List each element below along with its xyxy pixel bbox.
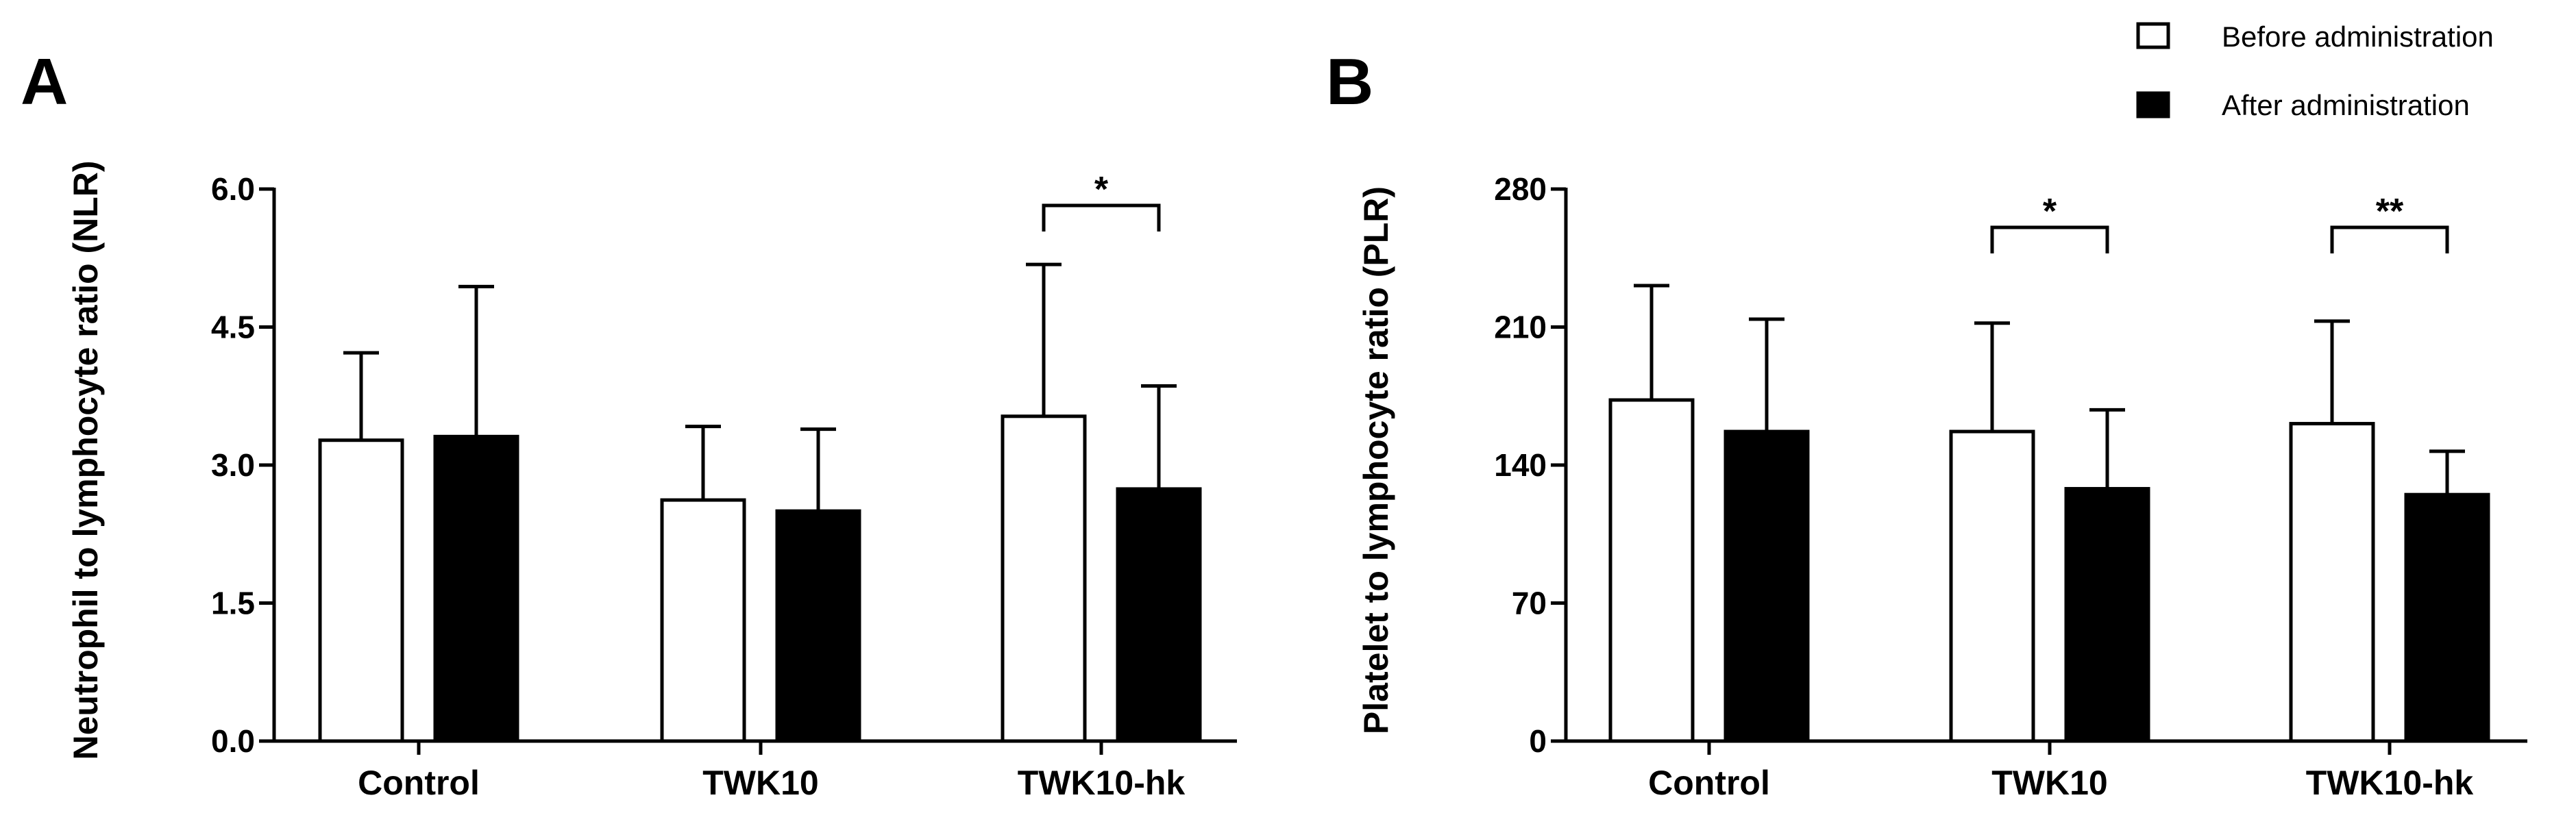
- x-tick-label-chart0: Control: [358, 764, 480, 802]
- bar-chart0: [433, 434, 519, 743]
- y-tick-label-chart1: 140: [1494, 447, 1547, 483]
- legend-swatch-after: [2136, 91, 2170, 118]
- x-tick-label-chart0: TWK10-hk: [1018, 764, 1186, 802]
- bar-chart0: [775, 509, 861, 743]
- legend-label-before: Before administration: [2222, 21, 2494, 53]
- panel-letter-b: B: [1326, 45, 1373, 118]
- x-tick-label-chart1: Control: [1648, 764, 1770, 802]
- y-tick-label-chart0: 6.0: [211, 171, 255, 207]
- plot-area-a: 0.0 1.5 3.0 4.5 6.0 Control TWK10 TWK10-hk *: [211, 170, 1237, 802]
- legend-swatch-before: [2136, 22, 2170, 49]
- bar-chart1: [1949, 429, 2035, 743]
- bar-chart1: [2404, 492, 2490, 743]
- bar-chart0: [660, 498, 746, 743]
- y-tick-label-chart0: 3.0: [211, 447, 255, 483]
- significance-bracket-chart1: [1990, 225, 2109, 253]
- bar-chart0: [318, 438, 404, 743]
- bar-chart1: [2289, 422, 2375, 743]
- bar-chart1: [1608, 398, 1695, 743]
- panel-a: A Neutrophil to lymphocyte ratio (NLR) 0…: [21, 45, 1237, 802]
- panel-b: B Platelet to lymphocyte ratio (PLR) 0 70…: [1326, 45, 2527, 802]
- significance-label-chart1: **: [2376, 192, 2404, 231]
- y-tick-label-chart1: 210: [1494, 310, 1547, 345]
- bar-chart0: [1001, 414, 1087, 743]
- y-axis-label-a: Neutrophil to lymphocyte ratio (NLR): [66, 161, 105, 760]
- bar-chart1: [1724, 429, 1810, 743]
- y-tick-label-chart0: 1.5: [211, 586, 255, 621]
- x-tick-label-chart1: TWK10: [1991, 764, 2107, 802]
- y-tick-label-chart1: 280: [1494, 171, 1547, 207]
- x-tick-label-chart0: TWK10: [702, 764, 818, 802]
- y-tick-label-chart0: 4.5: [211, 310, 255, 345]
- panel-letter-a: A: [21, 45, 68, 118]
- y-tick-label-chart1: 70: [1512, 586, 1547, 621]
- significance-label-chart0: *: [1094, 170, 1109, 210]
- y-axis-label-b: Platelet to lymphocyte ratio (PLR): [1357, 186, 1395, 734]
- y-tick-label-chart1: 0: [1529, 723, 1547, 759]
- y-tick-label-chart0: 0.0: [211, 723, 255, 759]
- bar-chart1: [2064, 487, 2150, 743]
- legend: Before administration After administrati…: [2136, 21, 2494, 121]
- significance-bracket-chart0: [1042, 203, 1161, 231]
- legend-label-after: After administration: [2222, 89, 2470, 121]
- significance-label-chart1: *: [2043, 192, 2057, 231]
- bar-chart0: [1116, 487, 1202, 743]
- x-tick-label-chart1: TWK10-hk: [2306, 764, 2474, 802]
- significance-bracket-chart1: [2330, 225, 2449, 253]
